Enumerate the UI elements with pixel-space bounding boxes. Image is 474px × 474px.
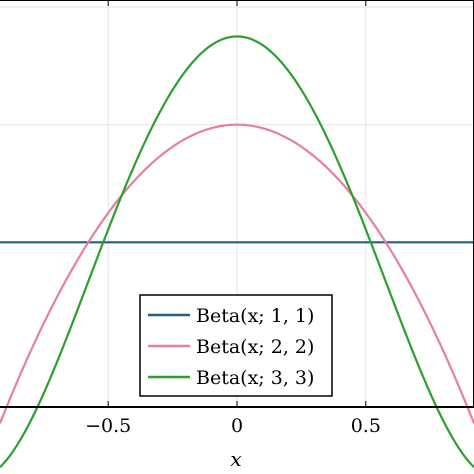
legend-label-beta-2-2: Beta(x; 2, 2)	[196, 336, 314, 358]
legend-label-beta-3-3: Beta(x; 3, 3)	[196, 367, 314, 389]
legend-label-beta-1-1: Beta(x; 1, 1)	[196, 305, 314, 327]
x-tick-label-1: 0	[231, 415, 243, 437]
series-line-1	[0, 123, 474, 424]
plot-frame	[0, 0, 474, 408]
x-axis-label: x	[230, 447, 241, 471]
series-line-2	[0, 35, 474, 468]
x-tick-label-0: −0.5	[85, 415, 131, 437]
x-tick-label-2: 0.5	[351, 415, 381, 437]
x-axis-ticks: −0.5 0 0.5	[85, 0, 381, 437]
legend: Beta(x; 1, 1) Beta(x; 2, 2) Beta(x; 3, 3…	[139, 294, 333, 397]
series-layer	[0, 35, 474, 468]
